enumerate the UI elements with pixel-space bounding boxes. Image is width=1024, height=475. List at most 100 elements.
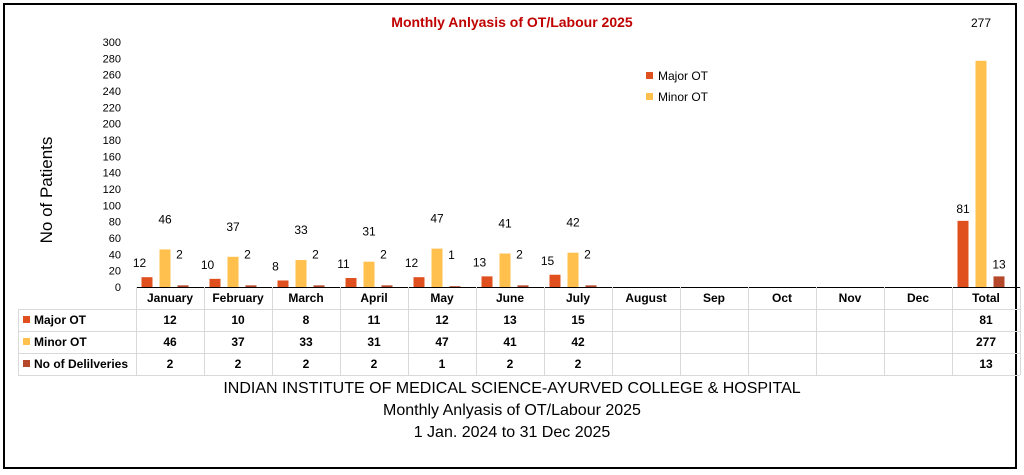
chart-frame (3, 3, 1017, 469)
y-tick-label: 140 (103, 168, 121, 180)
category-label: January (147, 291, 193, 305)
data-label: 47 (430, 212, 444, 226)
bar-major-ot (413, 277, 425, 287)
bar-no-of-delilveries (449, 286, 461, 287)
bar-major-ot (345, 278, 357, 287)
category-label: Total (972, 291, 1000, 305)
data-label: 1 (448, 248, 455, 262)
bar-no-of-delilveries (517, 285, 529, 287)
y-tick-label: 260 (103, 70, 121, 82)
y-tick-label: 40 (109, 249, 121, 261)
data-label: 10 (201, 258, 215, 272)
bar-no-of-delilveries (993, 276, 1005, 287)
category-label: Sep (703, 291, 725, 305)
table-cell: 2 (371, 357, 378, 371)
table-row-label: Major OT (34, 313, 87, 327)
legend-swatch (646, 93, 653, 100)
data-label: 37 (226, 220, 240, 234)
table-cell: 2 (235, 357, 242, 371)
data-label: 2 (312, 247, 319, 261)
bar-minor-ot (295, 260, 307, 287)
table-row-label: No of Delilveries (34, 357, 128, 371)
table-legend-key (23, 360, 30, 367)
bar-no-of-delilveries (313, 285, 325, 287)
table-cell: 8 (303, 313, 310, 327)
table-cell: 2 (303, 357, 310, 371)
table-cell: 37 (231, 335, 245, 349)
bar-no-of-delilveries (177, 285, 189, 287)
data-label: 12 (133, 256, 147, 270)
table-cell: 2 (575, 357, 582, 371)
category-label: May (430, 291, 454, 305)
table-cell: 2 (507, 357, 514, 371)
table-cell: 47 (435, 335, 449, 349)
table-cell: 31 (367, 335, 381, 349)
bar-no-of-delilveries (585, 285, 597, 287)
category-label: Oct (772, 291, 792, 305)
y-tick-label: 60 (109, 233, 121, 245)
data-label: 46 (158, 212, 172, 226)
data-label: 2 (380, 247, 387, 261)
data-label: 2 (176, 247, 183, 261)
bar-minor-ot (159, 249, 171, 287)
data-label: 2 (584, 247, 591, 261)
table-cell: 1 (439, 357, 446, 371)
y-tick-label: 200 (103, 119, 121, 131)
table-cell: 15 (571, 313, 585, 327)
category-label: April (360, 291, 387, 305)
y-tick-label: 180 (103, 135, 121, 147)
table-cell: 13 (979, 357, 993, 371)
data-label: 11 (337, 257, 350, 271)
y-tick-label: 160 (103, 151, 121, 163)
table-cell: 277 (976, 335, 996, 349)
category-label: June (496, 291, 524, 305)
bar-major-ot (209, 278, 221, 287)
legend-label: Minor OT (658, 90, 709, 104)
y-tick-label: 20 (109, 266, 121, 278)
data-label: 277 (971, 16, 991, 30)
table-cell: 2 (167, 357, 174, 371)
footer-institute: INDIAN INSTITUTE OF MEDICAL SCIENCE-AYUR… (223, 380, 801, 397)
footer-date-range: 1 Jan. 2024 to 31 Dec 2025 (413, 424, 611, 441)
y-tick-label: 80 (109, 217, 121, 229)
y-tick-label: 120 (103, 184, 121, 196)
table-row-label: Minor OT (34, 335, 87, 349)
data-label: 2 (516, 247, 523, 261)
y-tick-label: 0 (115, 282, 121, 294)
table-cell: 41 (503, 335, 517, 349)
category-label: March (288, 291, 323, 305)
bar-minor-ot (363, 261, 375, 287)
data-label: 15 (541, 254, 555, 268)
table-cell: 46 (163, 335, 177, 349)
bar-minor-ot (567, 252, 579, 287)
bar-no-of-delilveries (381, 285, 393, 287)
table-cell: 11 (368, 313, 381, 327)
data-label: 12 (405, 256, 419, 270)
chart-title: Monthly Anlyasis of OT/Labour 2025 (391, 14, 633, 30)
table-cell: 33 (299, 335, 313, 349)
footer-title: Monthly Anlyasis of OT/Labour 2025 (383, 402, 641, 419)
table-cell: 12 (435, 313, 449, 327)
data-label: 33 (294, 223, 308, 237)
data-label: 41 (498, 217, 512, 231)
y-tick-label: 300 (103, 37, 121, 49)
table-cell: 12 (163, 313, 177, 327)
bar-minor-ot (499, 253, 511, 287)
category-label: August (625, 291, 666, 305)
category-label: February (212, 291, 264, 305)
bar-major-ot (481, 276, 493, 287)
category-label: Nov (839, 291, 862, 305)
data-label: 42 (566, 216, 580, 230)
data-label: 81 (956, 202, 970, 216)
bar-major-ot (141, 277, 153, 287)
bar-major-ot (957, 220, 969, 287)
table-cell: 13 (503, 313, 517, 327)
y-tick-label: 100 (103, 200, 121, 212)
data-label: 13 (992, 257, 1006, 271)
data-label: 31 (362, 225, 376, 239)
y-tick-label: 220 (103, 102, 121, 114)
bar-no-of-delilveries (245, 285, 257, 287)
table-cell: 42 (571, 335, 585, 349)
category-label: Dec (907, 291, 929, 305)
